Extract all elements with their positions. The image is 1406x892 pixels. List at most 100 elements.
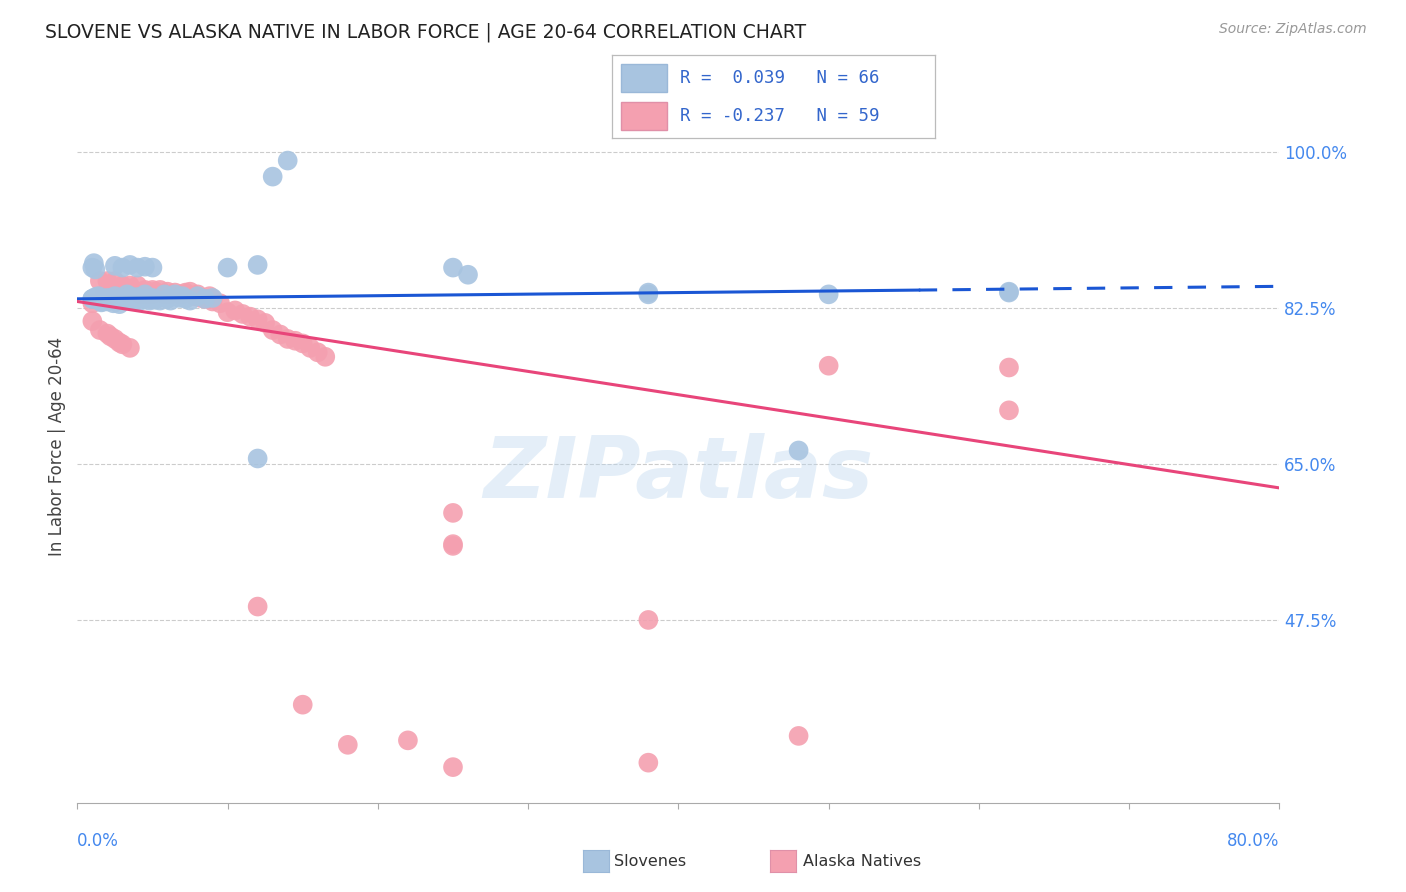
Point xyxy=(82,260,104,275)
Point xyxy=(141,287,163,301)
Point xyxy=(89,293,111,308)
Point xyxy=(104,332,127,346)
Point xyxy=(96,274,118,288)
Point xyxy=(124,293,146,308)
Point xyxy=(441,760,464,774)
Point xyxy=(107,293,129,307)
Point xyxy=(179,293,201,308)
Point xyxy=(149,283,172,297)
Point xyxy=(246,599,269,614)
Point xyxy=(817,287,839,301)
Point xyxy=(174,285,197,300)
Point xyxy=(198,289,221,303)
Point xyxy=(217,260,239,275)
Point xyxy=(787,443,810,458)
Text: Slovenes: Slovenes xyxy=(614,855,686,869)
Point xyxy=(100,292,122,306)
Point xyxy=(179,285,201,299)
Point xyxy=(239,310,262,324)
Bar xyxy=(621,102,666,130)
Point xyxy=(186,287,209,301)
Point xyxy=(100,287,122,301)
Point xyxy=(145,285,167,299)
Point xyxy=(441,537,464,551)
Point xyxy=(998,403,1021,417)
Text: 80.0%: 80.0% xyxy=(1227,832,1279,850)
Point xyxy=(314,350,336,364)
Point xyxy=(138,293,160,308)
Point xyxy=(96,291,118,305)
Point xyxy=(136,287,159,301)
Point xyxy=(163,287,186,301)
Point xyxy=(120,292,142,306)
Point xyxy=(104,259,127,273)
Point xyxy=(86,291,108,305)
Point xyxy=(194,292,217,306)
Point xyxy=(174,292,197,306)
Point xyxy=(246,258,269,272)
Point xyxy=(246,451,269,466)
Point xyxy=(111,291,134,305)
Point xyxy=(89,323,111,337)
Point xyxy=(118,289,141,303)
Point xyxy=(307,345,329,359)
Point xyxy=(169,287,191,301)
Point xyxy=(291,336,314,351)
Point xyxy=(135,292,157,306)
Point xyxy=(637,613,659,627)
Point xyxy=(299,341,322,355)
Text: 0.0%: 0.0% xyxy=(77,832,120,850)
Point xyxy=(111,337,134,351)
Point xyxy=(163,285,186,300)
Point xyxy=(998,360,1021,375)
Point xyxy=(396,733,419,747)
Point xyxy=(108,335,131,350)
Point xyxy=(441,506,464,520)
Point xyxy=(82,292,104,306)
Point xyxy=(441,539,464,553)
Point xyxy=(82,314,104,328)
Point xyxy=(82,292,104,306)
Point xyxy=(108,283,131,297)
Point xyxy=(246,312,269,326)
Point xyxy=(172,289,194,303)
Point xyxy=(118,278,141,293)
Point xyxy=(153,287,176,301)
Point xyxy=(262,169,284,184)
Point xyxy=(336,738,359,752)
Point xyxy=(172,287,194,301)
Point xyxy=(141,291,163,305)
Point xyxy=(84,262,107,277)
Point xyxy=(96,326,118,341)
Point xyxy=(114,285,136,300)
Point xyxy=(127,260,149,275)
Bar xyxy=(621,63,666,92)
Point xyxy=(108,297,131,311)
Point xyxy=(91,294,114,309)
Point xyxy=(209,296,232,310)
Point xyxy=(291,698,314,712)
Point xyxy=(224,303,246,318)
Point xyxy=(132,292,155,306)
Point xyxy=(153,287,176,301)
Point xyxy=(104,293,127,308)
Point xyxy=(94,293,117,307)
Point xyxy=(100,329,122,343)
Point xyxy=(134,283,156,297)
Point xyxy=(637,285,659,300)
Point xyxy=(90,295,112,310)
Text: ZIPatlas: ZIPatlas xyxy=(484,433,873,516)
Point xyxy=(232,307,254,321)
Point xyxy=(114,292,136,306)
Point xyxy=(156,292,179,306)
Point xyxy=(159,293,181,308)
Point xyxy=(83,256,105,270)
Point xyxy=(190,291,212,305)
Point xyxy=(441,260,464,275)
Point xyxy=(159,287,181,301)
Point xyxy=(93,287,115,301)
Point xyxy=(194,292,217,306)
Point xyxy=(284,334,307,348)
Text: R =  0.039   N = 66: R = 0.039 N = 66 xyxy=(679,69,879,87)
Point xyxy=(277,153,299,168)
